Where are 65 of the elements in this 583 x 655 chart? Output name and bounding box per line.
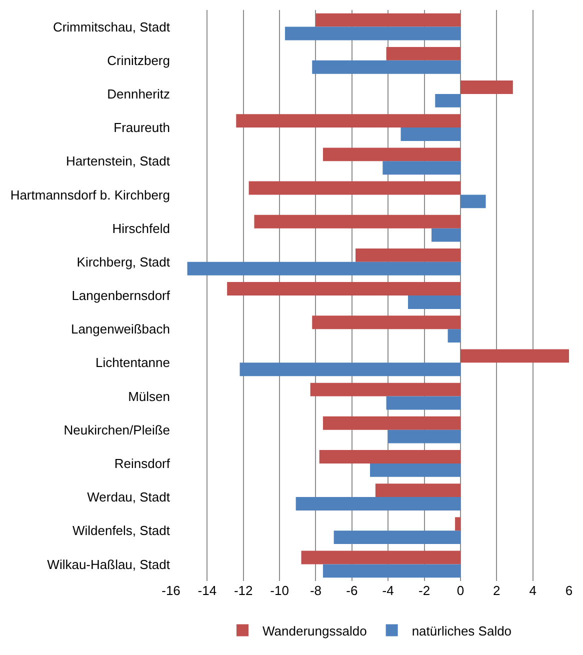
y-tick-label: Hirschfeld: [112, 220, 170, 236]
y-tick-label: Mülsen: [128, 388, 170, 404]
x-tick-label: 4: [529, 583, 536, 598]
y-tick-label: Kirchberg, Stadt: [76, 254, 170, 270]
bar: [310, 382, 460, 396]
bar: [254, 214, 460, 228]
bar: [316, 13, 460, 27]
y-tick-label: Hartmannsdorf b. Kirchberg: [10, 187, 170, 202]
x-tick-label: 0: [456, 583, 464, 598]
bar: [408, 296, 460, 309]
y-tick-label: Crinitzberg: [107, 52, 170, 68]
y-tick-label: Reinsdorf: [114, 456, 170, 471]
bar: [432, 228, 460, 242]
x-tick-label: -4: [382, 583, 394, 598]
bar: [236, 114, 460, 128]
y-tick-label: Wildenfels, Stadt: [72, 523, 170, 538]
x-tick-label: 6: [565, 583, 573, 598]
legend-label: natürliches Saldo: [412, 623, 512, 638]
bar: [334, 530, 460, 544]
x-tick-label: -12: [234, 583, 253, 598]
y-tick-label: Lichtentanne: [96, 355, 170, 370]
bar: [284, 26, 460, 40]
bar: [460, 80, 513, 94]
bar: [296, 497, 460, 510]
bar: [388, 430, 460, 444]
x-tick-label: -10: [270, 583, 289, 598]
bar: [248, 181, 460, 195]
bar: [301, 550, 460, 564]
bar: [227, 282, 460, 296]
bar: [382, 161, 460, 175]
y-tick-label: Neukirchen/Pleiße: [64, 422, 170, 438]
bar: [322, 416, 460, 430]
y-tick-label: Crimmitschau, Stadt: [52, 19, 170, 34]
y-tick-label: Werdau, Stadt: [87, 490, 170, 505]
x-tick-label: -6: [346, 583, 358, 598]
bar: [435, 94, 460, 108]
bar: [460, 349, 569, 363]
bar: [312, 316, 460, 330]
bar: [322, 148, 460, 162]
bar: [319, 450, 460, 464]
x-tick-label: -8: [310, 583, 322, 598]
y-tick-label: Hartenstein, Stadt: [66, 154, 170, 169]
y-tick-label: Langenweißbach: [70, 322, 170, 337]
x-tick-label: -16: [162, 583, 180, 598]
bar: [460, 194, 486, 208]
bar: [386, 46, 460, 60]
bar: [370, 463, 460, 477]
x-tick-label: -2: [418, 583, 430, 598]
y-tick-label: Dennheritz: [107, 86, 170, 102]
bar: [312, 60, 460, 74]
bar: [455, 517, 460, 531]
bar: [386, 396, 460, 410]
y-tick-label: Wilkau-Haßlau, Stadt: [47, 556, 170, 572]
bar: [448, 329, 460, 343]
bar: [356, 248, 460, 262]
bar: [187, 262, 460, 276]
bar: [400, 128, 460, 141]
bar: [322, 564, 460, 578]
x-tick-label: -14: [198, 583, 217, 598]
legend-label: Wanderungssaldo: [262, 623, 367, 638]
y-tick-label: Langenbernsdorf: [72, 288, 170, 304]
bar: [375, 484, 460, 498]
x-tick-label: 2: [493, 583, 500, 598]
bar: [240, 362, 460, 376]
y-tick-label: Fraureuth: [114, 120, 170, 136]
